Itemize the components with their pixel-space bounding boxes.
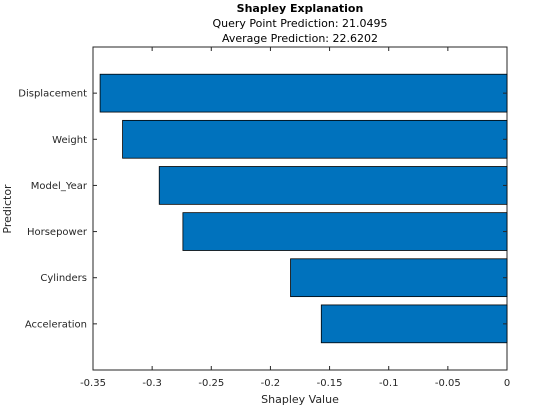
x-tick-label: -0.1 [379,378,399,389]
x-tick-label: -0.05 [435,378,461,389]
x-tick-label: -0.2 [261,378,281,389]
y-tick-label: Model_Year [31,181,88,192]
y-tick-label: Horsepower [27,227,88,238]
x-ticks-layer: -0.35 -0.3 -0.25 -0.2 -0.15 -0.1 -0.05 0 [80,47,510,389]
bars-layer [99,73,508,344]
x-tick-label: -0.35 [80,378,106,389]
y-tick-label: Weight [52,135,87,146]
chart-subtitle-line-2: Average Prediction: 22.6202 [222,32,378,45]
chart-subtitle-line-1: Query Point Prediction: 21.0495 [212,17,387,30]
x-tick-label: 0 [504,378,510,389]
x-tick-label: -0.25 [198,378,224,389]
y-tick-label: Displacement [18,89,87,100]
chart-title: Shapley Explanation [237,2,364,15]
bar-model-year [158,166,508,205]
y-tick-label: Cylinders [40,273,87,284]
bar-displacement [99,73,508,113]
bar-horsepower [182,212,508,251]
y-ticks-layer: Displacement Weight Model_Year Horsepower Cy… [18,89,507,330]
y-axis-label: Predictor [1,184,14,234]
bar-acceleration [320,304,508,344]
x-tick-label: -0.15 [317,378,343,389]
bar-cylinders [290,258,508,298]
x-axis-label: Shapley Value [261,393,339,406]
bar-weight [122,119,508,159]
x-tick-label: -0.3 [142,378,162,389]
y-tick-label: Acceleration [25,319,87,330]
